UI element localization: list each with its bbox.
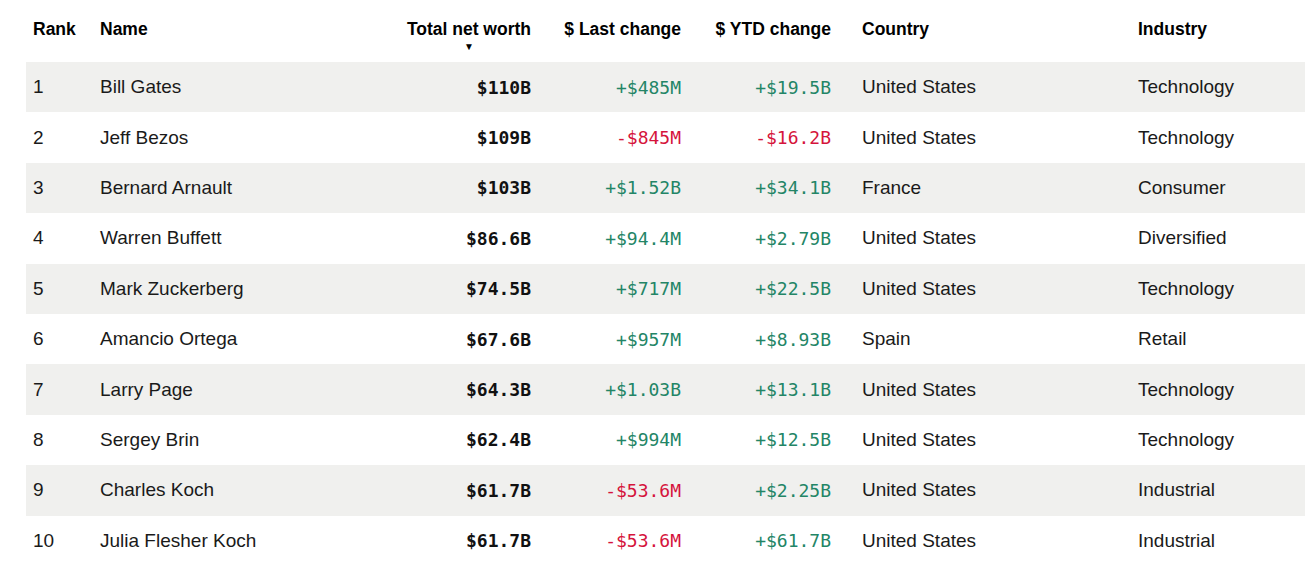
- ytd-change-cell: +$8.93B: [681, 329, 831, 350]
- net-worth-cell: $62.4B: [400, 429, 531, 450]
- table-row[interactable]: 4 Warren Buffett $86.6B +$94.4M +$2.79B …: [26, 213, 1305, 263]
- name-cell: Bernard Arnault: [100, 177, 400, 199]
- billionaires-table: Rank Name Total net worth ▼ $ Last chang…: [26, 0, 1305, 566]
- country-cell: United States: [831, 227, 1138, 249]
- net-worth-cell: $61.7B: [400, 480, 531, 501]
- table-row[interactable]: 1 Bill Gates $110B +$485M +$19.5B United…: [26, 62, 1305, 112]
- ytd-change-cell: +$61.7B: [681, 530, 831, 551]
- column-header-name[interactable]: Name: [100, 0, 400, 39]
- net-worth-cell: $64.3B: [400, 379, 531, 400]
- column-header-ytd-change[interactable]: $ YTD change: [681, 0, 831, 39]
- column-header-rank[interactable]: Rank: [26, 0, 100, 39]
- ytd-change-cell: +$2.79B: [681, 228, 831, 249]
- table-row[interactable]: 5 Mark Zuckerberg $74.5B +$717M +$22.5B …: [26, 264, 1305, 314]
- country-cell: United States: [831, 530, 1138, 552]
- table-row[interactable]: 7 Larry Page $64.3B +$1.03B +$13.1B Unit…: [26, 364, 1305, 414]
- table-row[interactable]: 9 Charles Koch $61.7B -$53.6M +$2.25B Un…: [26, 465, 1305, 515]
- rank-cell: 8: [26, 429, 100, 451]
- column-header-net-worth[interactable]: Total net worth ▼: [400, 0, 531, 55]
- country-cell: United States: [831, 127, 1138, 149]
- column-header-country[interactable]: Country: [831, 0, 1138, 39]
- rank-cell: 2: [26, 127, 100, 149]
- country-cell: France: [831, 177, 1138, 199]
- last-change-cell: +$717M: [531, 278, 681, 299]
- last-change-cell: +$94.4M: [531, 228, 681, 249]
- net-worth-cell: $86.6B: [400, 228, 531, 249]
- ytd-change-cell: -$16.2B: [681, 127, 831, 148]
- industry-cell: Industrial: [1138, 479, 1305, 501]
- ytd-change-cell: +$13.1B: [681, 379, 831, 400]
- net-worth-cell: $74.5B: [400, 278, 531, 299]
- rank-cell: 4: [26, 227, 100, 249]
- rank-cell: 5: [26, 278, 100, 300]
- net-worth-cell: $67.6B: [400, 329, 531, 350]
- country-cell: United States: [831, 76, 1138, 98]
- last-change-cell: +$994M: [531, 429, 681, 450]
- name-cell: Charles Koch: [100, 479, 400, 501]
- name-cell: Jeff Bezos: [100, 127, 400, 149]
- country-cell: Spain: [831, 328, 1138, 350]
- industry-cell: Consumer: [1138, 177, 1305, 199]
- name-cell: Sergey Brin: [100, 429, 400, 451]
- rank-cell: 7: [26, 379, 100, 401]
- table-row[interactable]: 10 Julia Flesher Koch $61.7B -$53.6M +$6…: [26, 516, 1305, 566]
- sorted-column-wrap: Total net worth ▼: [407, 20, 531, 52]
- last-change-cell: -$845M: [531, 127, 681, 148]
- ytd-change-cell: +$2.25B: [681, 480, 831, 501]
- sort-descending-icon[interactable]: ▼: [407, 42, 531, 52]
- name-cell: Bill Gates: [100, 76, 400, 98]
- country-cell: United States: [831, 429, 1138, 451]
- name-cell: Mark Zuckerberg: [100, 278, 400, 300]
- industry-cell: Technology: [1138, 76, 1305, 98]
- net-worth-cell: $109B: [400, 127, 531, 148]
- table-row[interactable]: 2 Jeff Bezos $109B -$845M -$16.2B United…: [26, 112, 1305, 162]
- table-row[interactable]: 8 Sergey Brin $62.4B +$994M +$12.5B Unit…: [26, 415, 1305, 465]
- ytd-change-cell: +$12.5B: [681, 429, 831, 450]
- name-cell: Larry Page: [100, 379, 400, 401]
- name-cell: Warren Buffett: [100, 227, 400, 249]
- last-change-cell: +$957M: [531, 329, 681, 350]
- net-worth-cell: $61.7B: [400, 530, 531, 551]
- column-header-industry[interactable]: Industry: [1138, 0, 1305, 39]
- industry-cell: Retail: [1138, 328, 1305, 350]
- ytd-change-cell: +$22.5B: [681, 278, 831, 299]
- ytd-change-cell: +$34.1B: [681, 177, 831, 198]
- net-worth-cell: $103B: [400, 177, 531, 198]
- last-change-cell: +$485M: [531, 77, 681, 98]
- table-row[interactable]: 6 Amancio Ortega $67.6B +$957M +$8.93B S…: [26, 314, 1305, 364]
- industry-cell: Technology: [1138, 127, 1305, 149]
- table-row[interactable]: 3 Bernard Arnault $103B +$1.52B +$34.1B …: [26, 163, 1305, 213]
- rank-cell: 10: [26, 530, 100, 552]
- industry-cell: Technology: [1138, 429, 1305, 451]
- rank-cell: 3: [26, 177, 100, 199]
- name-cell: Julia Flesher Koch: [100, 530, 400, 552]
- industry-cell: Technology: [1138, 278, 1305, 300]
- country-cell: United States: [831, 379, 1138, 401]
- industry-cell: Technology: [1138, 379, 1305, 401]
- industry-cell: Diversified: [1138, 227, 1305, 249]
- industry-cell: Industrial: [1138, 530, 1305, 552]
- country-cell: United States: [831, 278, 1138, 300]
- last-change-cell: -$53.6M: [531, 480, 681, 501]
- country-cell: United States: [831, 479, 1138, 501]
- rank-cell: 1: [26, 76, 100, 98]
- last-change-cell: -$53.6M: [531, 530, 681, 551]
- rank-cell: 9: [26, 479, 100, 501]
- ytd-change-cell: +$19.5B: [681, 77, 831, 98]
- rank-cell: 6: [26, 328, 100, 350]
- net-worth-cell: $110B: [400, 77, 531, 98]
- column-header-net-worth-label: Total net worth: [407, 19, 531, 39]
- table-header-row: Rank Name Total net worth ▼ $ Last chang…: [26, 0, 1305, 62]
- last-change-cell: +$1.03B: [531, 379, 681, 400]
- last-change-cell: +$1.52B: [531, 177, 681, 198]
- name-cell: Amancio Ortega: [100, 328, 400, 350]
- table-body: 1 Bill Gates $110B +$485M +$19.5B United…: [26, 62, 1305, 566]
- column-header-last-change[interactable]: $ Last change: [531, 0, 681, 39]
